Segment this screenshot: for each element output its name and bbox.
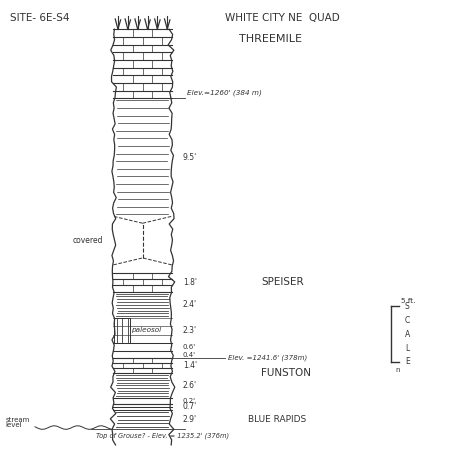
Text: 2.3': 2.3' — [183, 326, 197, 335]
Text: SPEISER: SPEISER — [262, 277, 304, 287]
Text: level: level — [6, 422, 23, 428]
Text: BLUE RAPIDS: BLUE RAPIDS — [248, 415, 306, 424]
Text: FUNSTON: FUNSTON — [262, 368, 311, 378]
Text: L: L — [405, 344, 409, 352]
Text: A: A — [405, 330, 410, 339]
Text: paleosol: paleosol — [131, 327, 161, 333]
Text: S: S — [405, 302, 410, 311]
Text: stream: stream — [6, 417, 30, 423]
Text: 9.5': 9.5' — [183, 153, 197, 162]
Text: 5 ft.: 5 ft. — [401, 298, 415, 304]
Text: 0.2': 0.2' — [183, 398, 196, 404]
Text: Top of Grouse? - Elev. = 1235.2' (376m): Top of Grouse? - Elev. = 1235.2' (376m) — [96, 432, 229, 439]
Bar — [115, 318, 130, 343]
Text: covered: covered — [73, 236, 104, 245]
Text: THREEMILE: THREEMILE — [239, 34, 302, 44]
Text: 0.7': 0.7' — [183, 403, 197, 412]
Text: 0.6': 0.6' — [183, 344, 196, 350]
Text: 0.4': 0.4' — [183, 352, 196, 358]
Text: 1.8': 1.8' — [183, 278, 197, 287]
Text: C: C — [405, 316, 410, 325]
Text: n: n — [396, 367, 400, 373]
Text: 2.4': 2.4' — [183, 300, 197, 309]
Text: 2.9': 2.9' — [183, 415, 197, 424]
Text: 2.6': 2.6' — [183, 381, 197, 390]
Text: Elev.=1260' (384 m): Elev.=1260' (384 m) — [188, 90, 262, 96]
Text: SITE- 6E-S4: SITE- 6E-S4 — [10, 13, 70, 23]
Text: Elev. =1241.6' (378m): Elev. =1241.6' (378m) — [228, 355, 307, 361]
Text: E: E — [405, 358, 410, 366]
Text: 1.4': 1.4' — [183, 361, 197, 370]
Text: WHITE CITY NE  QUAD: WHITE CITY NE QUAD — [226, 13, 340, 23]
